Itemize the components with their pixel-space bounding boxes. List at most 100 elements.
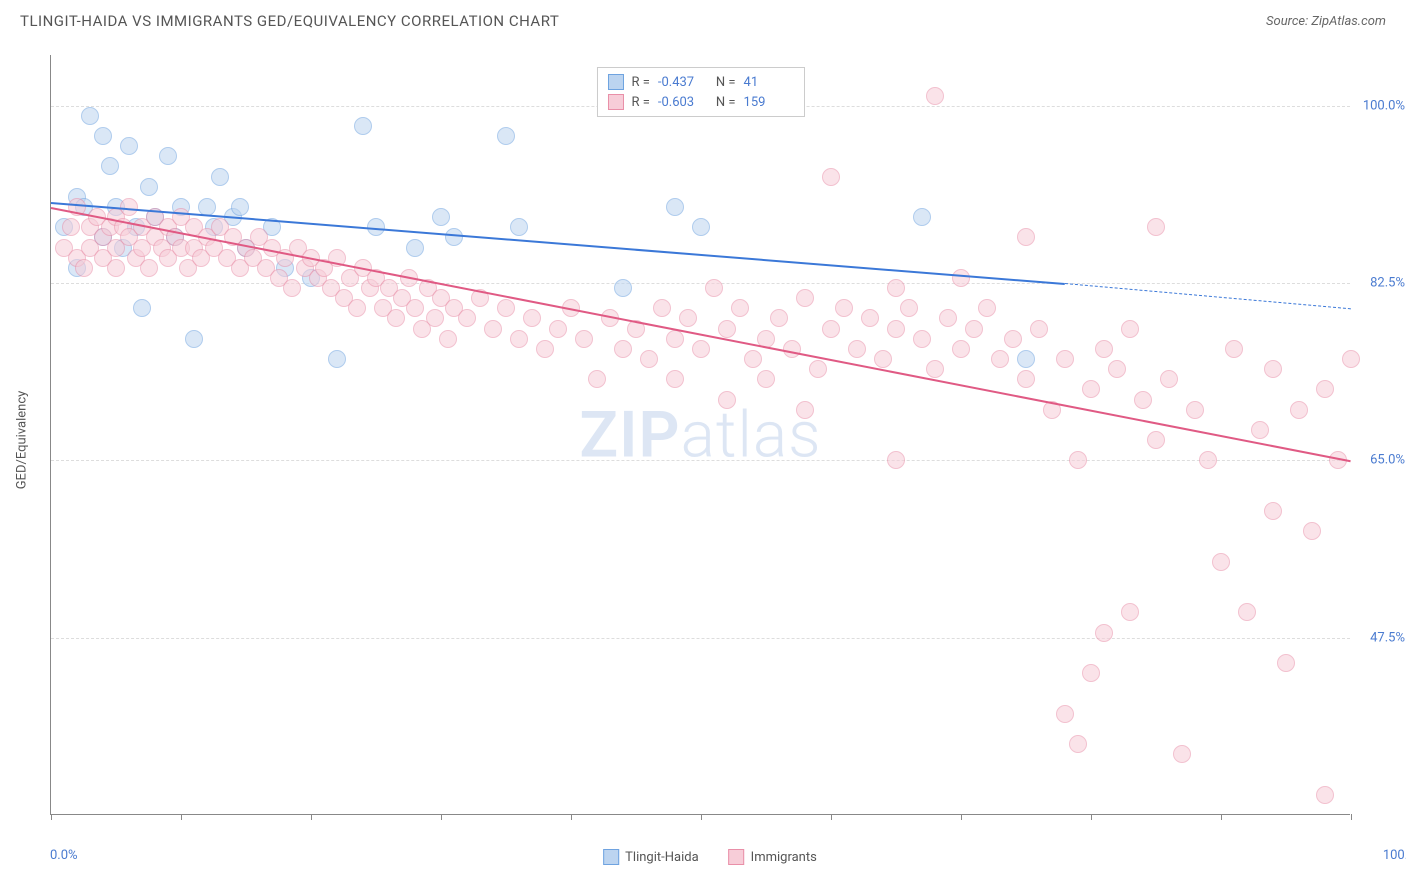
y-tick-label: 47.5% — [1370, 630, 1405, 645]
data-point — [770, 309, 788, 327]
y-tick-label: 100.0% — [1363, 98, 1405, 113]
data-point — [718, 391, 736, 409]
chart-container: GED/Equivalency ZIPatlas R =-0.437N =41R… — [40, 45, 1380, 835]
data-point — [1225, 340, 1243, 358]
data-point — [575, 330, 593, 348]
legend-row: R =-0.603N =159 — [607, 92, 793, 112]
data-point — [887, 279, 905, 297]
data-point — [1147, 218, 1165, 236]
data-point — [705, 279, 723, 297]
y-tick-label: 82.5% — [1370, 276, 1405, 291]
data-point — [809, 360, 827, 378]
data-point — [1056, 350, 1074, 368]
data-point — [140, 259, 158, 277]
data-point — [1342, 350, 1360, 368]
x-max-label: 100.0% — [1383, 848, 1406, 863]
data-point — [874, 350, 892, 368]
data-point — [757, 370, 775, 388]
data-point — [1121, 320, 1139, 338]
data-point — [426, 309, 444, 327]
data-point — [965, 320, 983, 338]
data-point — [952, 340, 970, 358]
data-point — [536, 340, 554, 358]
data-point — [1017, 350, 1035, 368]
data-point — [283, 279, 301, 297]
data-point — [900, 299, 918, 317]
data-point — [731, 299, 749, 317]
data-point — [445, 228, 463, 246]
x-tick — [1091, 814, 1092, 820]
data-point — [62, 218, 80, 236]
data-point — [913, 208, 931, 226]
data-point — [952, 269, 970, 287]
data-point — [614, 340, 632, 358]
x-tick — [181, 814, 182, 820]
data-point — [1316, 786, 1334, 804]
data-point — [887, 320, 905, 338]
data-point — [1147, 431, 1165, 449]
gridline — [51, 283, 1350, 284]
data-point — [718, 320, 736, 338]
data-point — [926, 87, 944, 105]
data-point — [406, 239, 424, 257]
data-point — [523, 309, 541, 327]
x-tick — [1221, 814, 1222, 820]
data-point — [1030, 320, 1048, 338]
data-point — [406, 299, 424, 317]
y-axis-label: GED/Equivalency — [15, 391, 30, 490]
legend-row: R =-0.437N =41 — [607, 72, 793, 92]
trendline — [51, 207, 1351, 462]
data-point — [510, 218, 528, 236]
data-point — [1290, 401, 1308, 419]
legend-item: Immigrants — [729, 849, 817, 865]
data-point — [354, 117, 372, 135]
data-point — [913, 330, 931, 348]
x-min-label: 0.0% — [50, 848, 78, 863]
data-point — [822, 168, 840, 186]
data-point — [978, 299, 996, 317]
data-point — [1212, 553, 1230, 571]
data-point — [1264, 360, 1282, 378]
data-point — [387, 309, 405, 327]
data-point — [348, 299, 366, 317]
trendline — [1065, 283, 1351, 309]
data-point — [1303, 522, 1321, 540]
data-point — [1056, 705, 1074, 723]
data-point — [887, 451, 905, 469]
data-point — [432, 208, 450, 226]
data-point — [439, 330, 457, 348]
data-point — [1277, 654, 1295, 672]
x-tick — [701, 814, 702, 820]
data-point — [81, 107, 99, 125]
data-point — [796, 289, 814, 307]
x-tick — [1351, 814, 1352, 820]
data-point — [497, 127, 515, 145]
gridline — [51, 460, 1350, 461]
data-point — [744, 350, 762, 368]
data-point — [991, 350, 1009, 368]
data-point — [211, 168, 229, 186]
source-label: Source: ZipAtlas.com — [1266, 14, 1386, 29]
data-point — [653, 299, 671, 317]
data-point — [796, 401, 814, 419]
data-point — [692, 340, 710, 358]
data-point — [1160, 370, 1178, 388]
data-point — [666, 370, 684, 388]
data-point — [107, 259, 125, 277]
data-point — [1186, 401, 1204, 419]
data-point — [939, 309, 957, 327]
data-point — [1095, 340, 1113, 358]
data-point — [1069, 451, 1087, 469]
correlation-legend: R =-0.437N =41R =-0.603N =159 — [596, 67, 804, 117]
data-point — [783, 340, 801, 358]
data-point — [1069, 735, 1087, 753]
x-tick — [441, 814, 442, 820]
data-point — [510, 330, 528, 348]
data-point — [640, 350, 658, 368]
data-point — [75, 259, 93, 277]
data-point — [1238, 603, 1256, 621]
data-point — [231, 198, 249, 216]
data-point — [1017, 228, 1035, 246]
x-tick — [571, 814, 572, 820]
data-point — [1082, 664, 1100, 682]
